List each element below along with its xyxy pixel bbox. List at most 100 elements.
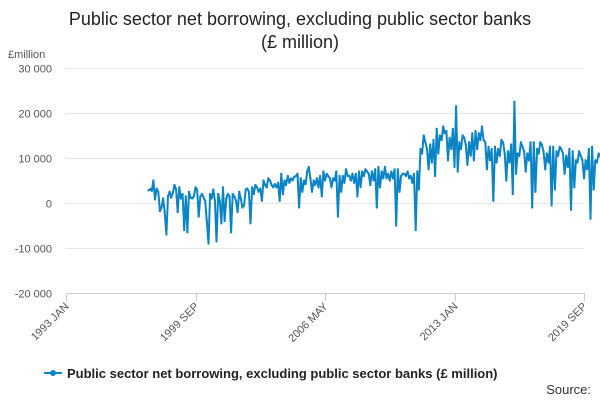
data-point xyxy=(186,231,189,234)
data-point xyxy=(189,196,192,199)
data-point xyxy=(262,179,265,182)
data-point xyxy=(153,198,157,201)
data-point xyxy=(595,161,599,164)
data-point xyxy=(558,145,561,148)
data-point xyxy=(459,147,463,151)
data-point xyxy=(516,152,519,155)
data-point xyxy=(524,170,527,173)
data-point xyxy=(285,183,288,187)
data-point xyxy=(553,188,557,191)
data-point xyxy=(526,152,529,155)
data-point xyxy=(351,172,354,175)
data-point xyxy=(527,159,531,162)
series-layer xyxy=(147,100,600,245)
data-point xyxy=(446,159,450,162)
data-point xyxy=(461,134,464,137)
data-point xyxy=(548,145,552,148)
data-point xyxy=(362,174,365,178)
data-point xyxy=(560,147,563,151)
data-point xyxy=(147,189,150,192)
data-point xyxy=(179,197,182,200)
data-point xyxy=(204,199,207,202)
data-point xyxy=(391,177,395,180)
data-point xyxy=(238,190,241,193)
data-point xyxy=(200,192,204,196)
data-point xyxy=(545,152,548,155)
data-point xyxy=(456,170,459,173)
data-point xyxy=(550,204,553,207)
data-point xyxy=(291,179,294,182)
data-point xyxy=(322,170,325,173)
data-point xyxy=(458,141,461,144)
data-point xyxy=(536,147,539,151)
data-point xyxy=(531,206,534,209)
data-point xyxy=(349,179,352,182)
data-point xyxy=(315,177,318,180)
data-point xyxy=(463,136,466,139)
data-point xyxy=(175,188,178,191)
y-axis-tick-labels: 30 000 20 000 10 000 0 -10 000 -20 000 xyxy=(15,64,52,301)
data-point xyxy=(196,188,199,191)
data-point xyxy=(400,174,403,178)
data-point xyxy=(257,190,260,193)
y-axis-label: £million xyxy=(8,49,45,61)
data-point xyxy=(430,161,433,164)
data-point xyxy=(380,170,383,173)
data-point xyxy=(168,190,171,193)
data-point xyxy=(552,145,555,148)
data-point xyxy=(270,183,273,187)
data-point xyxy=(477,132,480,135)
data-point xyxy=(466,163,469,166)
data-point xyxy=(338,174,341,178)
data-point xyxy=(155,187,158,190)
data-point xyxy=(239,197,242,200)
data-point xyxy=(330,186,333,189)
data-point xyxy=(228,195,231,198)
data-point xyxy=(377,165,380,169)
data-point xyxy=(194,186,197,189)
data-point xyxy=(372,179,375,182)
data-point xyxy=(476,147,479,151)
data-point xyxy=(419,147,422,151)
data-point xyxy=(411,181,414,184)
data-point xyxy=(417,188,420,191)
data-point xyxy=(255,186,259,189)
data-point xyxy=(348,174,351,178)
data-point xyxy=(181,192,184,196)
data-point xyxy=(493,145,497,148)
data-point xyxy=(369,183,372,187)
data-point xyxy=(445,129,448,133)
data-point xyxy=(317,186,320,189)
data-point xyxy=(296,172,299,175)
data-point xyxy=(171,192,174,195)
data-point xyxy=(333,179,336,182)
data-point xyxy=(584,159,587,162)
data-point xyxy=(325,172,328,175)
legend[interactable]: Public sector net borrowing, excluding p… xyxy=(44,364,498,382)
data-point xyxy=(591,145,594,148)
data-point xyxy=(166,195,170,198)
data-point xyxy=(364,168,367,171)
data-point xyxy=(192,195,195,198)
data-point xyxy=(191,197,194,200)
data-point xyxy=(382,177,385,180)
data-point xyxy=(241,206,244,209)
data-point xyxy=(566,165,569,169)
data-point xyxy=(498,154,501,157)
data-point xyxy=(247,190,250,193)
data-point xyxy=(294,174,297,178)
data-point xyxy=(537,152,540,155)
data-point xyxy=(443,132,446,135)
data-point xyxy=(511,192,514,196)
data-point xyxy=(408,177,411,180)
data-point xyxy=(283,179,286,182)
data-point xyxy=(149,188,152,191)
data-point xyxy=(582,177,586,180)
data-point xyxy=(357,170,361,173)
data-point xyxy=(388,179,391,182)
data-point xyxy=(249,222,252,225)
data-point xyxy=(514,172,518,175)
chart-title-line: Public sector net borrowing, excluding p… xyxy=(68,9,532,29)
x-axis-tick-labels: 1993 JAN 1999 SEP 2006 MAY 2013 JAN 2019 SEP xyxy=(29,300,590,345)
data-point xyxy=(404,174,407,178)
